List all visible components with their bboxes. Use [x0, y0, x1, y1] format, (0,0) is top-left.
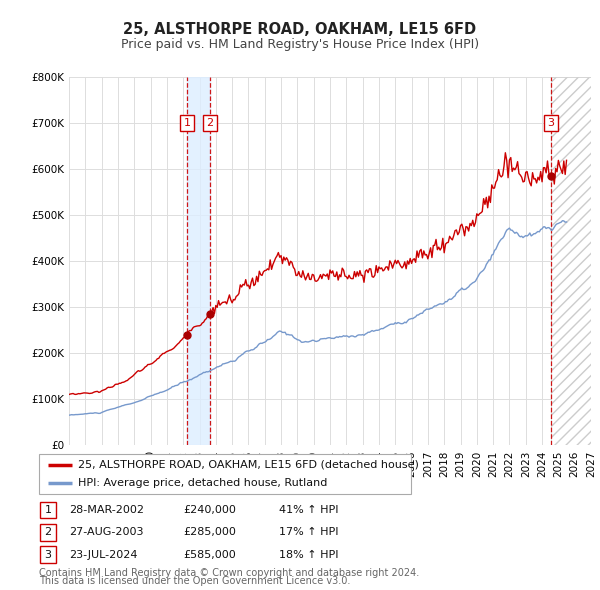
Text: 1: 1	[44, 505, 52, 515]
FancyBboxPatch shape	[40, 524, 56, 540]
Text: 3: 3	[548, 118, 554, 128]
Text: 25, ALSTHORPE ROAD, OAKHAM, LE15 6FD: 25, ALSTHORPE ROAD, OAKHAM, LE15 6FD	[124, 22, 476, 37]
Text: £240,000: £240,000	[183, 505, 236, 515]
Text: £285,000: £285,000	[183, 527, 236, 537]
Text: This data is licensed under the Open Government Licence v3.0.: This data is licensed under the Open Gov…	[39, 576, 350, 586]
Text: Price paid vs. HM Land Registry's House Price Index (HPI): Price paid vs. HM Land Registry's House …	[121, 38, 479, 51]
Text: Contains HM Land Registry data © Crown copyright and database right 2024.: Contains HM Land Registry data © Crown c…	[39, 568, 419, 578]
Text: 41% ↑ HPI: 41% ↑ HPI	[279, 505, 338, 515]
Bar	[551, 77, 591, 445]
Text: 2: 2	[206, 118, 214, 128]
FancyBboxPatch shape	[40, 502, 56, 518]
Text: 2: 2	[44, 527, 52, 537]
Text: 17% ↑ HPI: 17% ↑ HPI	[279, 527, 338, 537]
Text: 23-JUL-2024: 23-JUL-2024	[69, 550, 137, 560]
Text: 27-AUG-2003: 27-AUG-2003	[69, 527, 143, 537]
Bar	[187, 77, 210, 445]
Text: 25, ALSTHORPE ROAD, OAKHAM, LE15 6FD (detached house): 25, ALSTHORPE ROAD, OAKHAM, LE15 6FD (de…	[78, 460, 419, 470]
Text: £585,000: £585,000	[183, 550, 236, 560]
FancyBboxPatch shape	[40, 546, 56, 563]
Text: 1: 1	[184, 118, 190, 128]
Text: 3: 3	[44, 550, 52, 560]
FancyBboxPatch shape	[39, 454, 411, 494]
Text: HPI: Average price, detached house, Rutland: HPI: Average price, detached house, Rutl…	[78, 478, 328, 488]
Text: 18% ↑ HPI: 18% ↑ HPI	[279, 550, 338, 560]
Text: 28-MAR-2002: 28-MAR-2002	[69, 505, 144, 515]
